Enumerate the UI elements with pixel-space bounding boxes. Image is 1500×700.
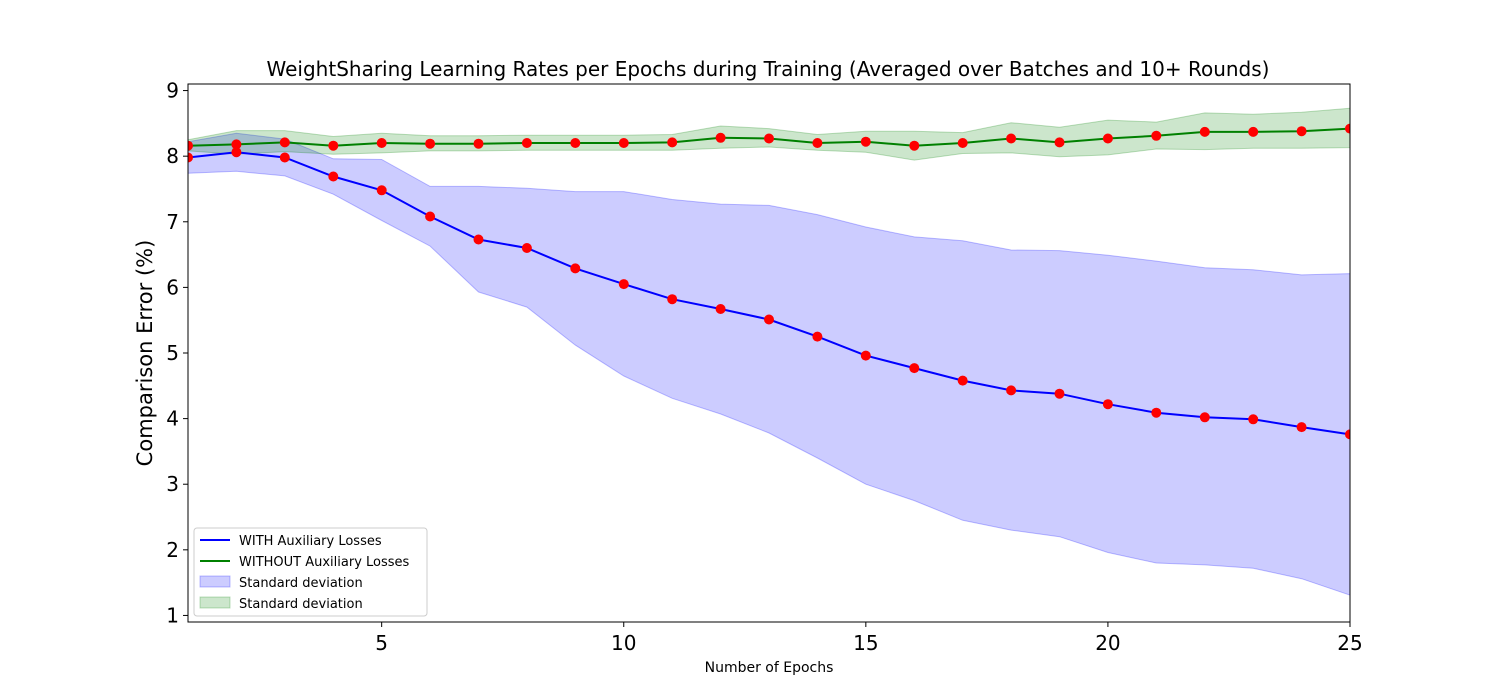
data-point-with-aux [1345, 429, 1350, 440]
data-point-without-aux [473, 138, 484, 149]
y-tick-label: 9 [166, 79, 179, 103]
data-point-with-aux [1248, 414, 1259, 425]
data-point-with-aux [1006, 385, 1017, 396]
legend-label-without-aux: WITHOUT Auxiliary Losses [239, 555, 410, 570]
data-point-without-aux [667, 137, 678, 148]
data-point-without-aux [1296, 126, 1307, 137]
data-point-with-aux [860, 350, 871, 361]
data-point-without-aux [188, 140, 193, 151]
data-point-without-aux [764, 133, 774, 144]
chart-title: WeightSharing Learning Rates per Epochs … [267, 57, 1270, 81]
legend-swatch-std-green [199, 596, 231, 609]
data-point-without-aux [1102, 133, 1113, 144]
data-point-with-aux [764, 314, 774, 325]
data-point-with-aux [909, 363, 920, 374]
data-point-without-aux [715, 132, 726, 143]
data-point-with-aux [328, 171, 339, 182]
x-tick-label: 15 [853, 631, 878, 655]
y-axis-label: Comparison Error (%) [133, 240, 157, 467]
y-tick-label: 4 [166, 407, 179, 431]
y-tick-label: 6 [166, 275, 179, 299]
data-point-without-aux [376, 138, 387, 148]
data-point-without-aux [1248, 126, 1259, 137]
data-point-without-aux [570, 138, 581, 148]
x-axis-label: Number of Epochs [705, 660, 834, 676]
x-tick-label: 25 [1337, 631, 1362, 655]
data-point-with-aux [618, 279, 629, 290]
data-point-with-aux [1054, 388, 1065, 399]
plot-marks [188, 107, 1350, 596]
data-point-with-aux [376, 185, 387, 196]
data-point-with-aux [521, 243, 532, 253]
data-point-with-aux [715, 304, 726, 314]
x-tick-label: 20 [1095, 631, 1120, 655]
data-point-with-aux [957, 375, 968, 386]
std-band-with-aux [188, 132, 1350, 596]
x-axis: 5 10 15 20 25 [375, 622, 1363, 655]
data-point-without-aux [618, 138, 629, 148]
data-point-without-aux [1006, 133, 1017, 144]
data-point-without-aux [231, 139, 242, 150]
y-tick-label: 8 [166, 144, 179, 168]
y-axis: 1 2 3 4 5 6 7 8 9 [166, 79, 188, 627]
y-tick-label: 7 [166, 210, 179, 234]
data-point-without-aux [425, 138, 436, 149]
plot-area [188, 107, 1350, 596]
data-point-without-aux [957, 138, 968, 148]
data-point-with-aux [279, 152, 290, 163]
legend-swatch-std-blue [199, 575, 231, 588]
x-tick-label: 5 [375, 631, 388, 655]
data-point-with-aux [425, 211, 436, 222]
data-point-without-aux [1054, 137, 1065, 148]
legend-label-with-aux: WITH Auxiliary Losses [239, 534, 382, 549]
data-point-without-aux [1151, 130, 1162, 141]
data-point-with-aux [1151, 407, 1162, 418]
data-point-without-aux [812, 138, 823, 148]
data-point-with-aux [473, 234, 484, 245]
data-point-with-aux [667, 294, 678, 305]
legend-label-std-green: Standard deviation [239, 597, 363, 612]
y-tick-label: 5 [166, 341, 179, 365]
data-point-without-aux [1199, 126, 1210, 137]
y-tick-label: 3 [166, 472, 179, 496]
data-point-without-aux [860, 136, 871, 147]
legend: WITH Auxiliary Losses WITHOUT Auxiliary … [193, 527, 428, 617]
data-point-with-aux [231, 147, 242, 158]
legend-label-std-blue: Standard deviation [239, 576, 363, 591]
data-point-without-aux [909, 140, 920, 151]
data-point-with-aux [570, 263, 581, 274]
data-point-with-aux [188, 152, 193, 163]
y-tick-label: 2 [166, 538, 179, 562]
data-point-with-aux [1296, 422, 1307, 433]
x-tick-label: 10 [611, 631, 636, 655]
data-point-without-aux [1345, 123, 1350, 134]
data-point-without-aux [521, 138, 532, 148]
y-tick-label: 1 [166, 603, 179, 627]
data-point-without-aux [279, 137, 290, 148]
data-point-with-aux [1199, 412, 1210, 423]
legend-frame [193, 527, 428, 617]
data-point-with-aux [1102, 399, 1113, 410]
data-point-with-aux [812, 331, 823, 342]
data-point-without-aux [328, 140, 339, 151]
